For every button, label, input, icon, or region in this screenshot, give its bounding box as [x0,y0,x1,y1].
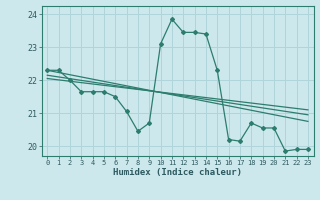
X-axis label: Humidex (Indice chaleur): Humidex (Indice chaleur) [113,168,242,177]
